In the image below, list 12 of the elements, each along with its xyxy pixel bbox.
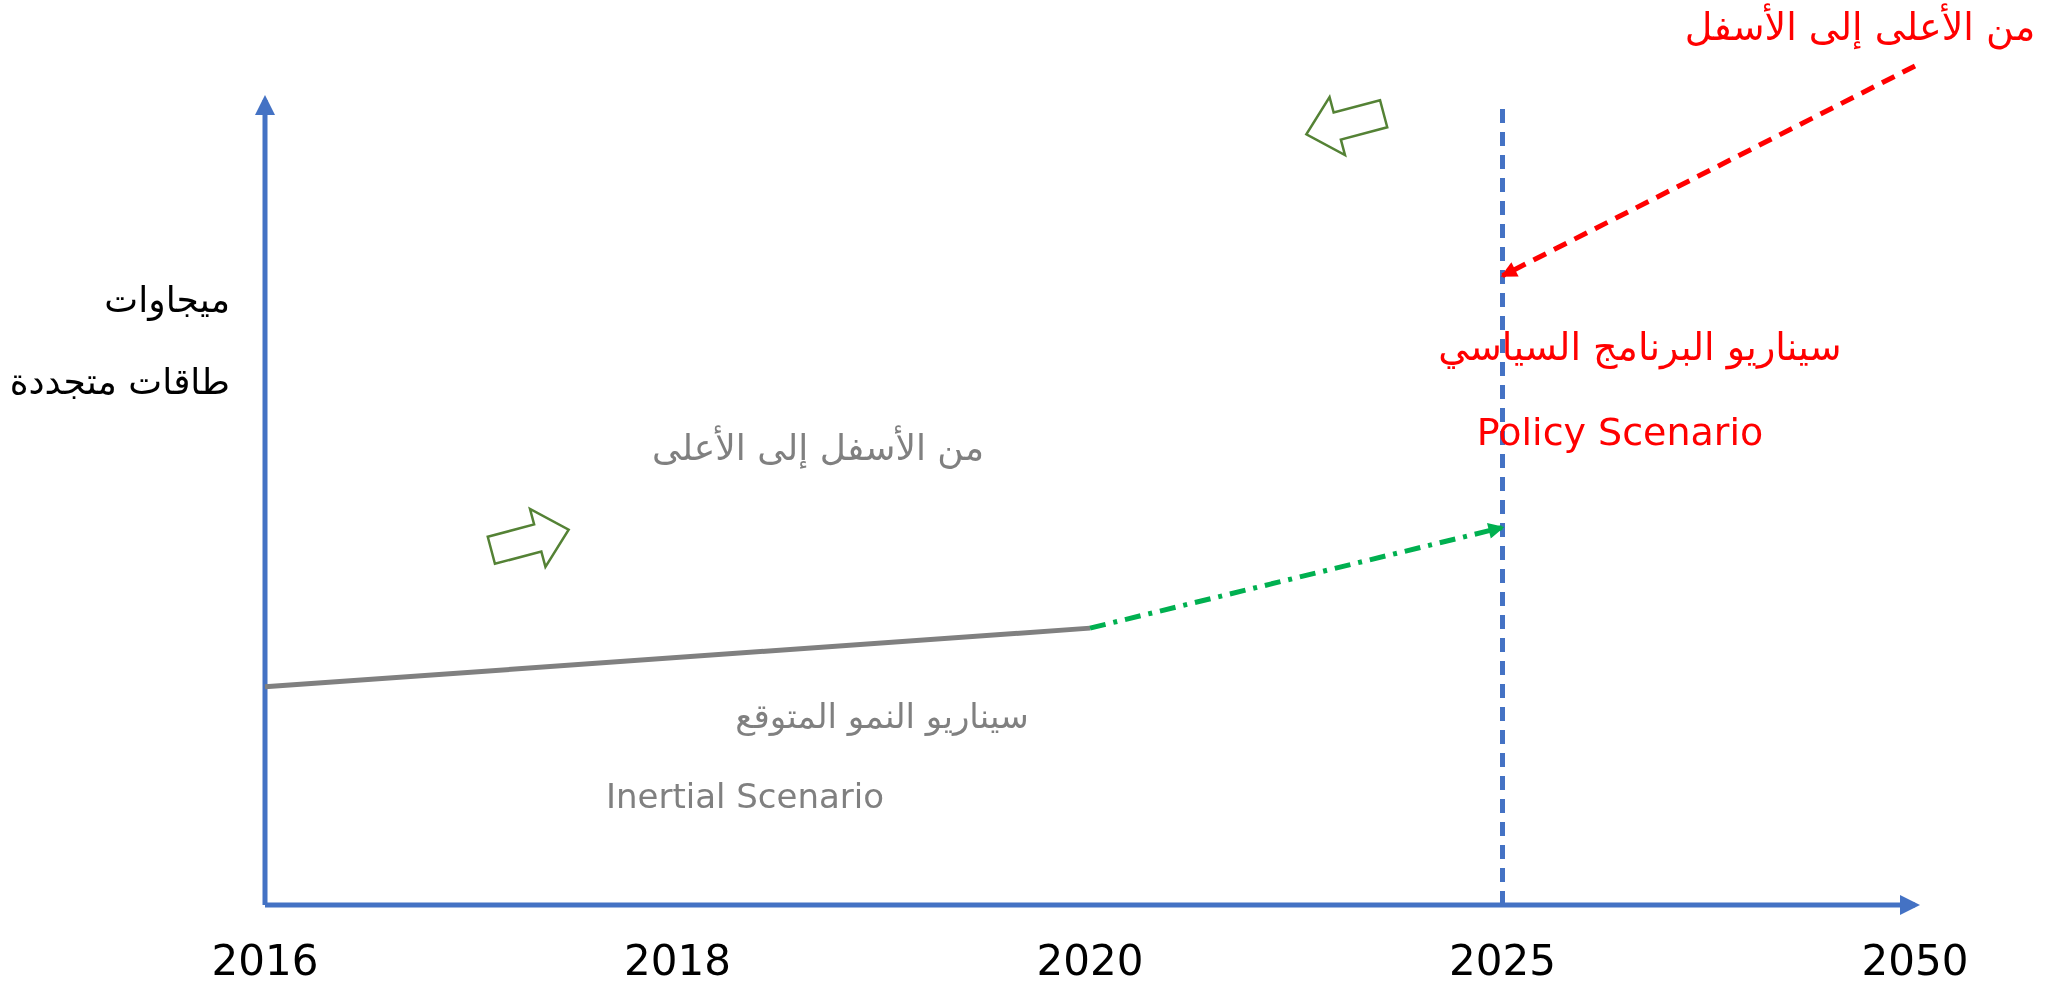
x-tick-label: 2016 xyxy=(211,936,319,984)
annotation: Inertial Scenario xyxy=(605,776,885,816)
x-tick-label: 2020 xyxy=(1036,936,1144,984)
y-axis-title: ميجاوات طاقات متجددة xyxy=(9,279,230,402)
text: من الأعلى إلى الأسفل xyxy=(1684,3,2036,50)
annotation: Policy Scenario xyxy=(1476,410,1764,454)
x-tick-label: 2018 xyxy=(624,936,731,984)
annotation: سيناريو النمو المتوقع xyxy=(735,696,1029,737)
x-tick-label: 2050 xyxy=(1861,936,1969,984)
annotation: من الأسفل إلى الأعلى xyxy=(651,425,985,469)
x-tick-label: 2025 xyxy=(1449,936,1556,984)
annotation: سيناريو البرنامج السياسي xyxy=(1438,325,1842,370)
